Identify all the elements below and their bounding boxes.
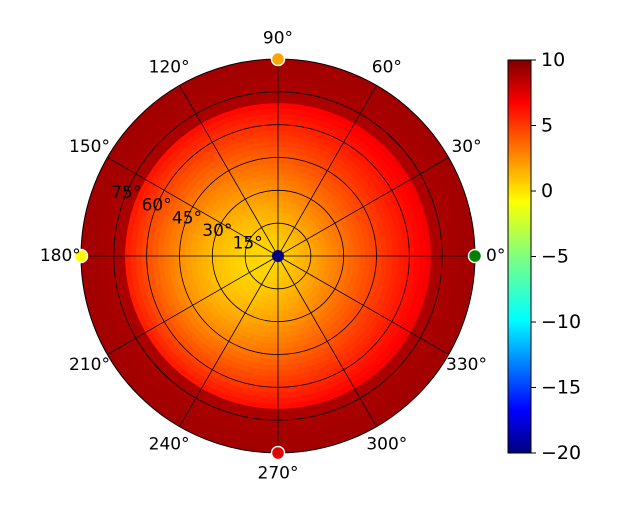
colorbar-gradient	[507, 59, 532, 454]
radial-tick-label: 60°	[142, 196, 172, 216]
angular-tick-label: 30°	[451, 137, 481, 157]
colorbar-tick-label: −10	[541, 311, 581, 333]
angular-tick-label: 0°	[486, 246, 505, 266]
angular-tick-label: 240°	[149, 435, 190, 455]
angular-tick-label: 120°	[149, 57, 190, 77]
colorbar: 10 5 0 −5 −10 −15 −20	[507, 49, 581, 464]
radial-tick-label: 15°	[233, 233, 263, 253]
colorbar-tick-label: −20	[541, 442, 581, 464]
angular-tick-label: 60°	[372, 57, 402, 77]
angular-tick-label: 330°	[446, 355, 487, 375]
radial-tick-label: 75°	[111, 183, 141, 203]
center-marker	[272, 250, 284, 262]
radial-tick-label: 30°	[202, 221, 232, 241]
angular-tick-label: 150°	[69, 137, 110, 157]
colorbar-tick-label: 5	[541, 115, 553, 137]
colorbar-tick-label: −15	[541, 377, 581, 399]
angular-tick-label: 180°	[40, 246, 81, 266]
marker-0	[467, 248, 483, 264]
marker-270	[270, 445, 286, 461]
radial-tick-label: 45°	[172, 208, 202, 228]
angular-tick-label: 270°	[258, 464, 299, 484]
colorbar-tick-label: 10	[541, 49, 565, 71]
angular-tick-label: 210°	[69, 355, 110, 375]
marker-90	[270, 51, 286, 67]
angular-tick-label: 90°	[263, 28, 293, 48]
colorbar-tick-label: −5	[541, 246, 569, 268]
angular-tick-label: 300°	[366, 435, 407, 455]
colorbar-tick-label: 0	[541, 180, 553, 202]
